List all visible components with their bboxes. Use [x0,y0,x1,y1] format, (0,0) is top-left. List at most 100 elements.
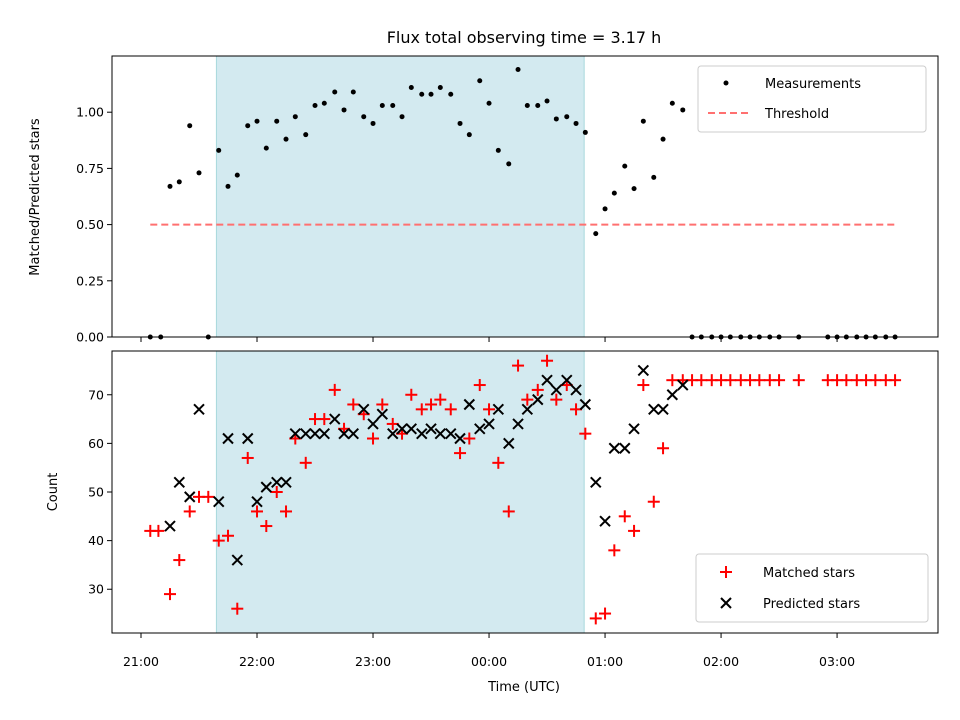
predicted-star-point [579,398,592,411]
matched-star-point [173,554,186,567]
legend-label-measurements: Measurements [765,77,861,92]
predicted-star-point [521,403,534,416]
matched-star-point [164,588,177,601]
matched-star-point [657,442,670,455]
matched-star-point [840,374,853,387]
matched-star-point [318,413,331,426]
measurement-point [466,132,472,138]
predicted-star-point [242,432,254,445]
top-observing-span [215,55,585,338]
predicted-star-point [387,427,399,440]
predicted-star-point [280,476,292,488]
bottom-xtick-label: 01:00 [587,654,623,669]
bottom-xtick-label: 23:00 [355,654,391,669]
matched-star-point [792,374,805,387]
matched-star-point [152,524,165,537]
matched-star-point [570,403,583,416]
matched-star-point [347,398,360,411]
measurement-point [187,123,193,129]
measurement-point [399,114,405,120]
measurement-point [341,107,347,113]
matched-star-point [550,393,563,406]
predicted-star-point [260,481,273,493]
matched-star-point [599,607,612,620]
bottom-legend: Matched stars Predicted stars [695,553,929,623]
bottom-y-ticks: 30 40 50 60 70 [88,387,112,597]
matched-star-point [502,505,515,518]
predicted-star-point [657,403,669,416]
matched-star-point [666,374,679,387]
measurement-point [321,100,327,106]
predicted-star-point [628,423,640,435]
measurement-point [254,118,260,124]
matched-star-point [628,524,641,537]
predicted-star-point [599,515,611,527]
top-legend-box [697,65,927,133]
bottom-xtick-label: 22:00 [239,654,275,669]
measurement-point [535,102,541,108]
predicted-star-point [318,427,331,440]
top-y-axis-label: Matched/Predicted stars [28,118,43,276]
legend-label-predicted: Predicted stars [763,597,860,612]
measurement-point [292,114,298,120]
top-ytick-label: 0.50 [76,217,104,232]
matched-star-point [753,374,766,387]
predicted-star-point [463,398,476,411]
predicted-star-point [512,418,524,430]
predicted-star-point [619,442,631,454]
predicted-star-point [570,384,582,396]
matched-star-point [425,398,438,411]
legend-label-threshold: Threshold [764,107,829,122]
matched-star-point [608,544,621,557]
matched-star-point [541,354,554,367]
measurement-point [196,170,202,176]
measurement-point [408,84,414,90]
predicted-star-point [338,427,350,440]
predicted-star-point [405,423,418,435]
measurement-point [680,107,686,113]
bottom-xtick-label: 03:00 [819,654,855,669]
legend-marker-measurements [723,80,729,86]
predicted-star-point [532,393,544,406]
bottom-ytick-label: 50 [88,485,104,500]
predicted-star-point [193,403,205,416]
top-plot-frame [111,55,939,338]
measurement-point [611,190,617,196]
legend-label-matched: Matched stars [763,566,855,581]
matched-star-point [444,403,457,416]
matched-star-point [483,403,496,416]
predicted-star-point [503,437,515,450]
predicted-star-point [271,476,283,488]
predicted-star-point [300,427,312,440]
measurement-point [524,102,530,108]
measurement-point [361,114,367,120]
bottom-xtick-label: 00:00 [471,654,507,669]
measurement-point [564,114,570,120]
predicted-star-point [376,408,389,420]
measurement-point [582,129,588,135]
measurement-point [370,120,376,126]
matched-star-point [260,520,273,533]
bottom-xtick-label: 02:00 [703,654,739,669]
predicted-star-point [474,423,486,435]
matched-star-point [724,374,737,387]
predicted-star-point [396,423,408,435]
matched-star-point [386,417,399,430]
measurement-point [225,183,231,189]
matched-star-point [299,456,312,469]
bottom-panel: 30 40 50 60 70 21:00 22:00 23:00 00:00 01:00 02:0… [46,350,939,695]
matched-star-point [637,379,650,392]
predicted-star-point [483,418,495,430]
measurement-point [176,179,182,185]
predicted-star-point [648,403,660,416]
measurement-point [312,102,318,108]
predicted-star-point [213,496,225,508]
predicted-star-point [666,389,679,401]
top-ytick-label: 0.00 [76,330,104,345]
measurement-point [669,100,675,106]
measurement-point [263,145,269,151]
bottom-predicted-points [164,364,689,566]
matched-star-point [618,510,631,523]
measurement-point [332,89,338,95]
measurement-point [573,120,579,126]
